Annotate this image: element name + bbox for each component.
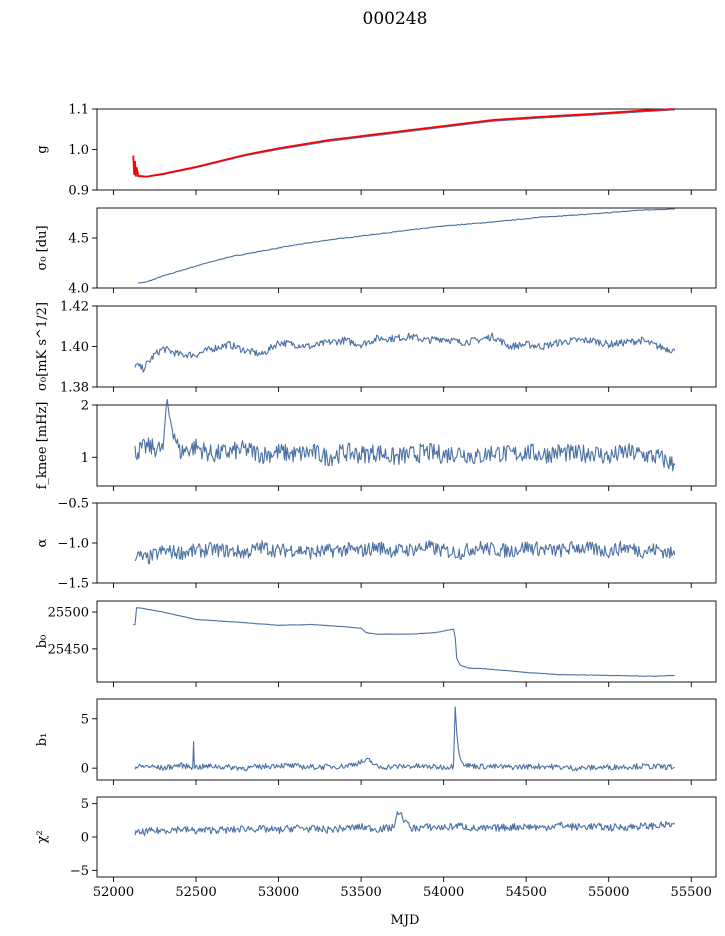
y-tick-label: 1.1: [68, 103, 89, 118]
b1-series-0-line: [134, 706, 675, 772]
x-tick-label: 54000: [423, 885, 464, 900]
x-tick-label: 52000: [93, 885, 134, 900]
x-tick-label: 54500: [505, 885, 546, 900]
panel-b1: 0 5 b₁: [35, 698, 717, 785]
panel-frame: [96, 404, 717, 487]
y-axis-label: α: [35, 538, 50, 547]
panel-frame: [96, 207, 717, 289]
panels-group: 0.9 1.0 1.1 g 4.0 4.5 σ₀ [du] 1.38 1.40 1.42 σ₀[mK…: [35, 103, 717, 900]
y-tick-label: −0.5: [57, 497, 89, 512]
panel-frame: [96, 502, 717, 584]
y-tick-label: 1.42: [60, 300, 89, 315]
panel-frame: [96, 600, 717, 683]
y-axis-label: b₀: [35, 635, 50, 649]
y-tick-label: 2: [81, 399, 89, 414]
x-tick-label: 55000: [588, 885, 629, 900]
chi2-series-0-line: [134, 810, 676, 837]
sigma0-du-series-0-line: [137, 208, 675, 284]
y-tick-label: −1.5: [57, 577, 89, 592]
panel-b0: 25450 25500 b₀: [35, 600, 717, 687]
y-tick-label: 0: [81, 831, 89, 846]
panel-alpha: −1.5 −1.0 −0.5 α: [35, 497, 717, 592]
panel-sigma0-mk: 1.38 1.40 1.42 σ₀[mK s^1/2]: [35, 300, 717, 396]
y-axis-label: b₁: [35, 733, 50, 747]
x-axis-label: MJD: [391, 913, 420, 928]
y-tick-label: 5: [81, 712, 89, 727]
y-tick-label: 0: [81, 762, 89, 777]
y-tick-label: 5: [81, 797, 89, 812]
y-tick-label: 4.0: [68, 282, 89, 297]
alpha-series-0-line: [134, 540, 676, 565]
y-tick-label: 0.9: [68, 184, 89, 199]
y-tick-label: 1.40: [60, 340, 89, 355]
y-axis-label: χ²: [35, 830, 50, 843]
y-axis-label: σ₀[mK s^1/2]: [35, 302, 50, 391]
panel-frame: [96, 796, 717, 878]
x-tick-label: 55500: [671, 885, 712, 900]
y-tick-label: 25450: [48, 642, 89, 657]
y-tick-label: −5: [70, 864, 89, 879]
sigma0-mk-series-0-line: [134, 332, 676, 373]
y-axis-label: f_knee [mHz]: [35, 402, 50, 490]
panel-g: 0.9 1.0 1.1 g: [35, 103, 717, 199]
y-tick-label: 1: [81, 451, 89, 466]
g-series-0-line: [133, 109, 675, 178]
y-axis-label: σ₀ [du]: [35, 225, 50, 270]
g-series-1-line: [132, 108, 675, 178]
panel-fknee: 1 2 f_knee [mHz]: [35, 399, 717, 491]
b0-series-0-line: [133, 607, 675, 677]
x-tick-label: 53500: [340, 885, 381, 900]
y-tick-label: 1.0: [68, 143, 89, 158]
figure-title: 000248: [363, 9, 428, 29]
x-tick-label: 53000: [258, 885, 299, 900]
panel-chi2: −5 0 5 χ² 52000 52500 53000 53500 54000 54500 5500…: [35, 796, 717, 900]
y-tick-label: 1.38: [60, 381, 89, 396]
panel-sigma0-du: 4.0 4.5 σ₀ [du]: [35, 207, 717, 297]
y-axis-label: g: [35, 145, 50, 153]
x-tick-label: 52500: [175, 885, 216, 900]
panel-frame: [96, 698, 717, 781]
panel-frame: [96, 108, 717, 191]
fknee-series-0-line: [134, 399, 676, 472]
y-tick-label: 25500: [48, 606, 89, 621]
y-tick-label: 4.5: [68, 232, 89, 247]
y-tick-label: −1.0: [57, 537, 89, 552]
